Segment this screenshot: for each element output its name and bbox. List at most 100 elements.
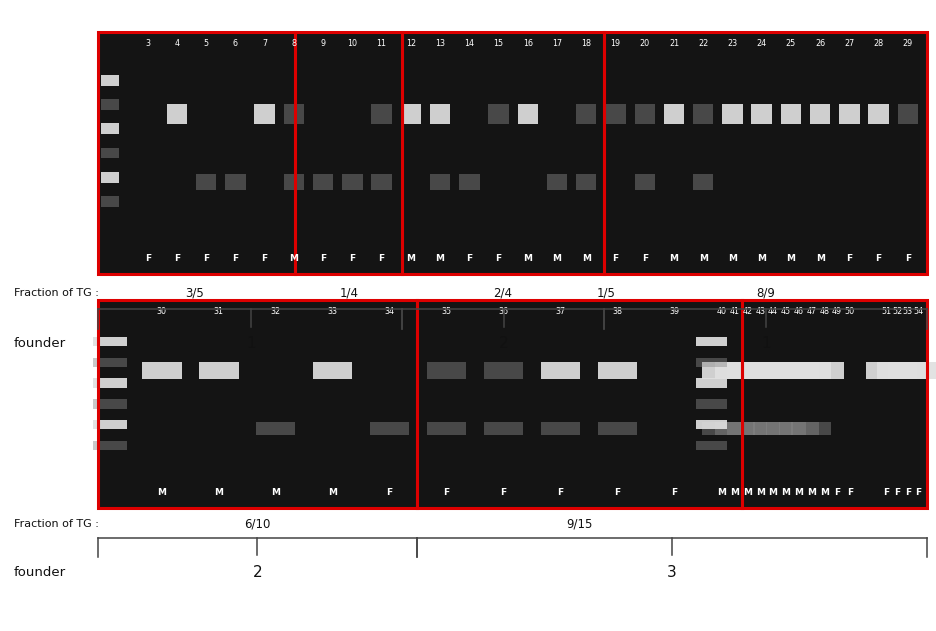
Text: F: F: [905, 254, 911, 263]
Text: 19: 19: [610, 39, 621, 48]
Text: M: M: [757, 254, 767, 263]
Bar: [98, 32, 927, 274]
Text: M: M: [755, 488, 765, 497]
Text: 29: 29: [902, 39, 913, 48]
Text: 40: 40: [717, 307, 727, 316]
Bar: [715, 362, 754, 379]
Bar: [459, 174, 479, 190]
Bar: [696, 337, 727, 346]
Text: 54: 54: [914, 307, 924, 316]
Bar: [101, 148, 119, 158]
Text: F: F: [847, 488, 853, 497]
Bar: [484, 362, 523, 379]
Bar: [715, 422, 754, 435]
Text: F: F: [905, 488, 911, 497]
Text: 8/9: 8/9: [756, 287, 775, 300]
Bar: [313, 174, 333, 190]
Text: 11: 11: [376, 39, 387, 48]
Text: 38: 38: [612, 307, 622, 316]
Bar: [702, 422, 741, 435]
Bar: [753, 422, 793, 435]
Bar: [664, 104, 684, 124]
Bar: [101, 99, 119, 110]
Bar: [779, 422, 819, 435]
Text: M: M: [669, 254, 679, 263]
Bar: [427, 362, 466, 379]
Text: 7: 7: [262, 39, 267, 48]
Text: F: F: [501, 488, 506, 497]
Bar: [284, 174, 304, 190]
Text: 44: 44: [768, 307, 778, 316]
Bar: [93, 441, 127, 450]
Text: M: M: [815, 254, 825, 263]
Bar: [877, 362, 917, 379]
Text: 10: 10: [347, 39, 358, 48]
Bar: [295, 32, 402, 274]
Bar: [489, 104, 509, 124]
Bar: [604, 32, 927, 274]
Text: F: F: [466, 254, 473, 263]
Bar: [696, 379, 727, 387]
Bar: [635, 104, 655, 124]
Text: M: M: [728, 254, 737, 263]
Bar: [93, 399, 127, 408]
Text: F: F: [387, 488, 392, 497]
Text: 17: 17: [552, 39, 563, 48]
Text: M: M: [782, 488, 790, 497]
Bar: [93, 420, 127, 429]
Text: M: M: [214, 488, 223, 497]
Text: 21: 21: [669, 39, 679, 48]
Bar: [93, 358, 127, 367]
Text: 53: 53: [902, 307, 913, 316]
Text: 12: 12: [406, 39, 416, 48]
Text: M: M: [406, 254, 416, 263]
Text: 36: 36: [499, 307, 508, 316]
Text: 3: 3: [667, 565, 677, 581]
Text: 8: 8: [291, 39, 297, 48]
Bar: [792, 422, 831, 435]
Text: F: F: [642, 254, 648, 263]
Text: M: M: [730, 488, 739, 497]
Bar: [541, 422, 580, 435]
Text: F: F: [846, 254, 853, 263]
Text: 45: 45: [781, 307, 791, 316]
Text: 33: 33: [328, 307, 338, 316]
Bar: [284, 104, 304, 124]
Bar: [101, 123, 119, 134]
Text: M: M: [582, 254, 591, 263]
Text: 32: 32: [271, 307, 281, 316]
Text: M: M: [271, 488, 280, 497]
Bar: [372, 174, 392, 190]
Bar: [752, 104, 772, 124]
Text: 23: 23: [727, 39, 738, 48]
Text: M: M: [435, 254, 445, 263]
Bar: [727, 422, 768, 435]
Bar: [696, 399, 727, 408]
Text: 9: 9: [320, 39, 326, 48]
Text: 2: 2: [253, 565, 262, 581]
Text: 34: 34: [385, 307, 395, 316]
Text: F: F: [495, 254, 502, 263]
Bar: [840, 104, 859, 124]
Bar: [402, 32, 604, 274]
Text: founder: founder: [14, 338, 66, 350]
Text: 3/5: 3/5: [185, 287, 204, 300]
Text: 15: 15: [493, 39, 504, 48]
Text: 39: 39: [669, 307, 680, 316]
Bar: [702, 362, 741, 379]
Text: 47: 47: [806, 307, 816, 316]
Bar: [635, 174, 655, 190]
Bar: [401, 104, 421, 124]
Text: M: M: [786, 254, 796, 263]
Text: Fraction of TG :: Fraction of TG :: [14, 288, 99, 298]
Text: 20: 20: [639, 39, 650, 48]
Bar: [343, 174, 362, 190]
Bar: [256, 422, 296, 435]
Bar: [766, 422, 806, 435]
Text: 9/15: 9/15: [566, 517, 592, 530]
Bar: [867, 362, 906, 379]
Text: M: M: [698, 254, 708, 263]
Text: F: F: [558, 488, 563, 497]
Text: M: M: [552, 254, 562, 263]
Bar: [693, 104, 713, 124]
